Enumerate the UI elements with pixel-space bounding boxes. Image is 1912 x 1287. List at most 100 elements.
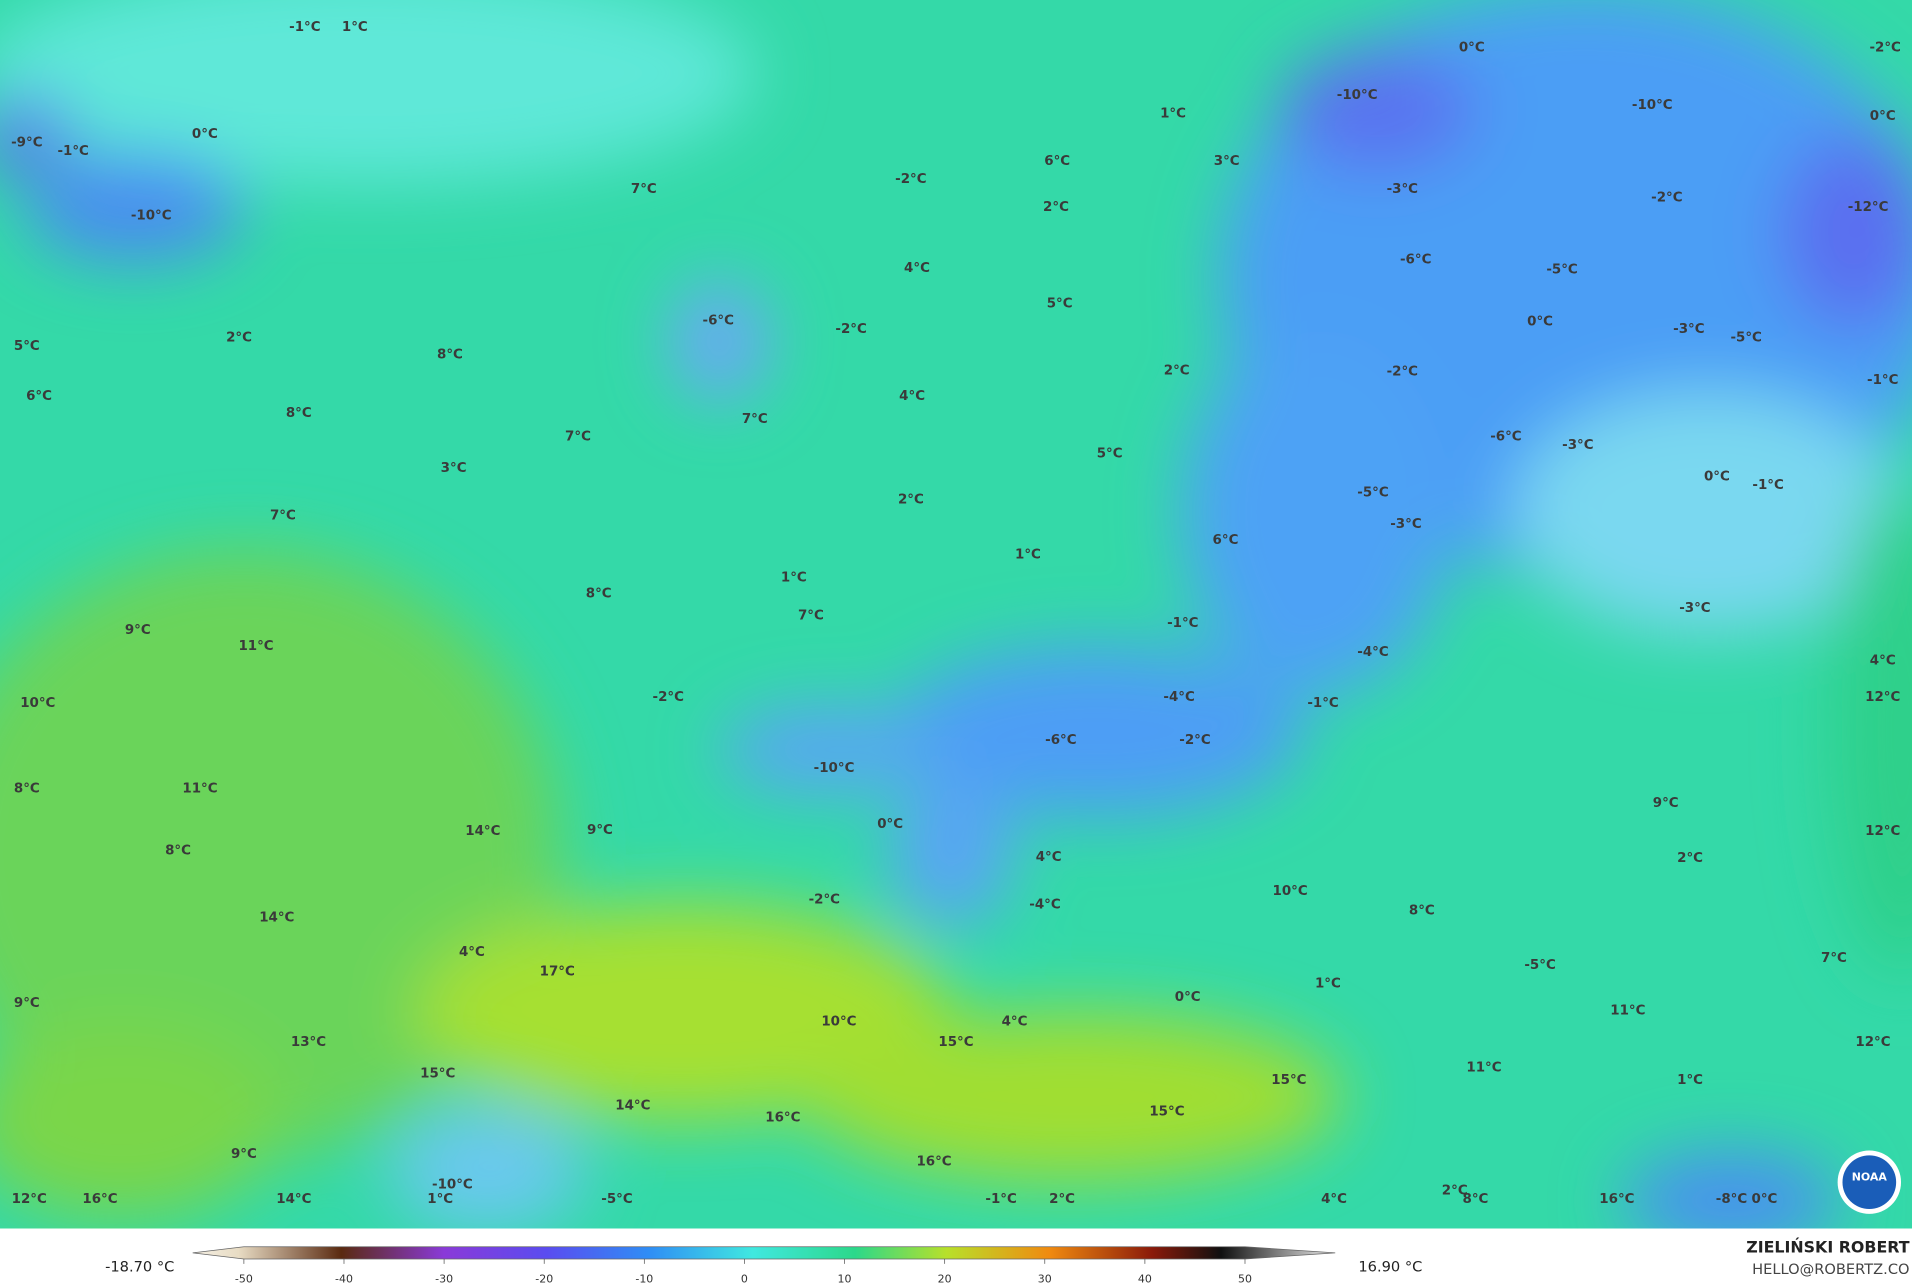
temperature-label: 0°C (1870, 109, 1896, 124)
temperature-label: -12°C (1848, 200, 1889, 215)
bottom-bar (0, 1228, 1912, 1287)
temperature-label: 11°C (1610, 1003, 1645, 1018)
colorbar-tick-label: -10 (635, 1273, 653, 1286)
temperature-label: 16°C (916, 1154, 951, 1169)
temperature-label: 16°C (765, 1111, 800, 1126)
logo-text: NOAA (1852, 1170, 1888, 1183)
temperature-label: 5°C (1047, 296, 1073, 311)
temperature-label: 2°C (898, 493, 924, 508)
temperature-label: -5°C (1357, 485, 1388, 500)
temperature-label: -4°C (1163, 690, 1194, 705)
temperature-label: -10°C (814, 761, 855, 776)
temperature-label: 15°C (420, 1067, 455, 1082)
temperature-label: 10°C (1273, 884, 1308, 899)
temperature-label: -8°C (1716, 1192, 1747, 1207)
temperature-label: 14°C (615, 1098, 650, 1113)
temperature-label: 2°C (1164, 364, 1190, 379)
temperature-label: 9°C (14, 996, 40, 1011)
temperature-label: 8°C (1463, 1192, 1489, 1207)
temperature-label: 4°C (899, 389, 925, 404)
temperature-label: 12°C (1855, 1035, 1890, 1050)
temperature-label: 6°C (1044, 154, 1070, 169)
temperature-label: 0°C (1704, 470, 1730, 485)
temperature-label: 1°C (781, 571, 807, 586)
temperature-label: 9°C (125, 623, 151, 638)
temperature-label: -1°C (985, 1192, 1016, 1207)
temperature-label: -2°C (835, 322, 866, 337)
temperature-label: 14°C (276, 1192, 311, 1207)
temperature-label: -6°C (1400, 253, 1431, 268)
colorbar-tick-label: 30 (1038, 1273, 1052, 1286)
temperature-label: -2°C (895, 172, 926, 187)
temperature-label: -1°C (1307, 696, 1338, 711)
temperature-label: 16°C (1599, 1192, 1634, 1207)
colorbar-tick-label: 10 (838, 1273, 852, 1286)
temperature-label: 6°C (26, 389, 52, 404)
temperature-label: -2°C (1179, 733, 1210, 748)
temperature-label: 4°C (904, 261, 930, 276)
temperature-label: 7°C (565, 429, 591, 444)
colorbar-min: -18.70 °C (105, 1259, 174, 1276)
temperature-label: 15°C (1271, 1073, 1306, 1088)
colorbar-tick-label: -50 (235, 1273, 253, 1286)
temperature-label: 8°C (14, 782, 40, 797)
temperature-label: -9°C (11, 136, 42, 151)
temperature-label: 8°C (586, 587, 612, 602)
colorbar-tick-label: -40 (335, 1273, 353, 1286)
temperature-label: 5°C (14, 339, 40, 354)
temperature-label: 7°C (1821, 951, 1847, 966)
temperature-label: 3°C (441, 461, 467, 476)
temperature-label: -1°C (289, 20, 320, 35)
temperature-label: -10°C (131, 209, 172, 224)
temperature-label: -3°C (1390, 517, 1421, 532)
temperature-label: -5°C (601, 1192, 632, 1207)
temperature-label: -10°C (1632, 98, 1673, 113)
credit-email: HELLO@ROBERTZ.CO (1752, 1261, 1909, 1278)
temperature-label: -2°C (1387, 365, 1418, 380)
temperature-label: -1°C (1867, 373, 1898, 388)
temperature-label: 4°C (1002, 1014, 1028, 1029)
temperature-label: -3°C (1562, 438, 1593, 453)
temperature-label: 1°C (427, 1192, 453, 1207)
temperature-label: 11°C (1466, 1061, 1501, 1076)
temperature-label: -3°C (1679, 601, 1710, 616)
temperature-label: 9°C (1653, 796, 1679, 811)
temperature-label: 2°C (1043, 200, 1069, 215)
temperature-label: -5°C (1546, 262, 1577, 277)
temperature-label: 7°C (631, 182, 657, 197)
temperature-label: -5°C (1730, 331, 1761, 346)
temperature-label: 0°C (192, 127, 218, 142)
temperature-label: 6°C (1213, 533, 1239, 548)
temperature-label: -4°C (1029, 897, 1060, 912)
temperature-label: 0°C (1175, 990, 1201, 1005)
temperature-label: 15°C (938, 1035, 973, 1050)
temperature-label: 13°C (291, 1035, 326, 1050)
colorbar-tick-label: 0 (741, 1273, 748, 1286)
temperature-label: -4°C (1357, 645, 1388, 660)
temperature-label: 0°C (1527, 315, 1553, 330)
temperature-label: 0°C (1752, 1192, 1778, 1207)
temperature-field (0, 0, 1912, 1250)
temperature-label: -6°C (1045, 733, 1076, 748)
temperature-label: 2°C (1677, 851, 1703, 866)
temperature-label: 12°C (1865, 824, 1900, 839)
temperature-label: 4°C (1870, 654, 1896, 669)
temperature-label: -2°C (1869, 41, 1900, 56)
temperature-label: -10°C (432, 1178, 473, 1193)
temperature-label: -6°C (1490, 429, 1521, 444)
colorbar-tick-label: -30 (435, 1273, 453, 1286)
temperature-label: -2°C (653, 690, 684, 705)
temperature-label: 11°C (182, 782, 217, 797)
temperature-label: -1°C (57, 144, 88, 159)
temperature-label: -10°C (1337, 88, 1378, 103)
temperature-label: 8°C (286, 406, 312, 421)
temperature-label: 7°C (798, 608, 824, 623)
temperature-label: -2°C (1651, 190, 1682, 205)
temperature-label: 2°C (1442, 1184, 1468, 1199)
temperature-label: 8°C (437, 348, 463, 363)
colorbar-max: 16.90 °C (1358, 1259, 1422, 1276)
temperature-label: 4°C (1036, 850, 1062, 865)
temperature-label: -6°C (703, 314, 734, 329)
temperature-label: 0°C (1459, 41, 1485, 56)
